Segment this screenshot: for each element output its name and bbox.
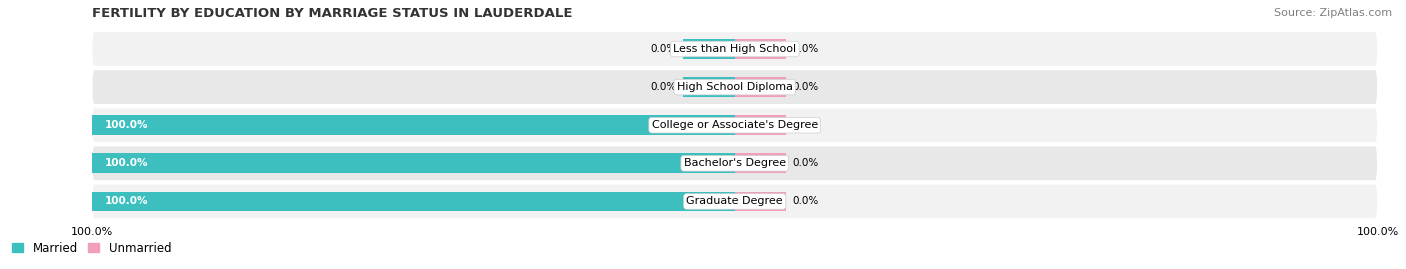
Text: 0.0%: 0.0%: [651, 44, 676, 54]
Bar: [735, 153, 786, 173]
Text: Bachelor's Degree: Bachelor's Degree: [683, 158, 786, 168]
Legend: Married, Unmarried: Married, Unmarried: [7, 237, 176, 259]
Text: 100.0%: 100.0%: [104, 158, 148, 168]
FancyBboxPatch shape: [91, 69, 1378, 105]
Text: College or Associate's Degree: College or Associate's Degree: [651, 120, 818, 130]
Text: FERTILITY BY EDUCATION BY MARRIAGE STATUS IN LAUDERDALE: FERTILITY BY EDUCATION BY MARRIAGE STATU…: [91, 7, 572, 20]
Bar: [91, 192, 735, 211]
Bar: [91, 115, 735, 135]
Text: 100.0%: 100.0%: [104, 196, 148, 206]
Text: 0.0%: 0.0%: [793, 44, 818, 54]
Bar: [735, 115, 786, 135]
Bar: [735, 77, 786, 97]
Text: 0.0%: 0.0%: [793, 82, 818, 92]
Bar: [683, 39, 735, 59]
Bar: [683, 77, 735, 97]
Text: Graduate Degree: Graduate Degree: [686, 196, 783, 206]
Bar: [735, 192, 786, 211]
FancyBboxPatch shape: [91, 107, 1378, 143]
Text: Less than High School: Less than High School: [673, 44, 796, 54]
FancyBboxPatch shape: [91, 146, 1378, 181]
Text: 100.0%: 100.0%: [104, 120, 148, 130]
Text: 0.0%: 0.0%: [651, 82, 676, 92]
Bar: [735, 39, 786, 59]
FancyBboxPatch shape: [91, 31, 1378, 67]
Text: High School Diploma: High School Diploma: [676, 82, 793, 92]
Text: 0.0%: 0.0%: [793, 196, 818, 206]
FancyBboxPatch shape: [91, 183, 1378, 219]
Text: 0.0%: 0.0%: [793, 158, 818, 168]
Bar: [91, 153, 735, 173]
Text: 0.0%: 0.0%: [793, 120, 818, 130]
Text: Source: ZipAtlas.com: Source: ZipAtlas.com: [1274, 8, 1392, 18]
